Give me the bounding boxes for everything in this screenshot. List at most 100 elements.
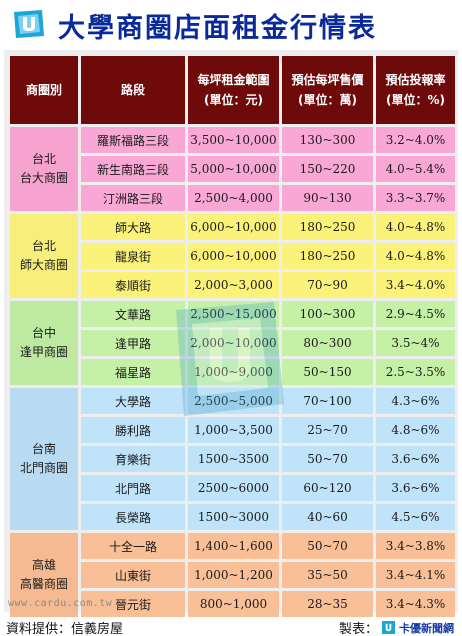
table-row: 長榮路 1500~3000 40~60 4.5~6% (10, 504, 455, 530)
road-cell: 龍泉街 (81, 243, 185, 269)
source-note: 資料提供：信義房屋 (6, 622, 124, 636)
road-cell: 羅斯福路三段 (81, 127, 185, 153)
table-row: 福星路 1,000~9,000 50~150 2.5~3.5% (10, 359, 455, 385)
area-line: 台大商圈 (19, 171, 68, 185)
price-cell: 100~300 (282, 301, 373, 327)
road-cell: 長榮路 (81, 504, 185, 530)
road-cell: 文華路 (81, 301, 185, 327)
price-cell: 35~50 (282, 562, 373, 588)
area-cell: 高雄 高醫商圈 (10, 533, 78, 617)
header-price-line2: (單位：萬) (298, 93, 357, 107)
table-row: 山東街 1,000~1,200 35~50 3.4~4.1% (10, 562, 455, 588)
roi-cell: 3.6~6% (376, 475, 455, 501)
price-cell: 180~250 (282, 243, 373, 269)
road-cell: 福星路 (81, 359, 185, 385)
header-price: 預估每坪售價 (單位：萬) (282, 56, 373, 124)
area-cell: 台南 北門商圈 (10, 388, 78, 530)
road-cell: 逢甲路 (81, 330, 185, 356)
price-cell: 50~70 (282, 533, 373, 559)
table-body: 台北 台大商圈 羅斯福路三段 3,500~10,000 130~300 3.2~4.0% 新… (10, 127, 455, 617)
title-bar: 大學商圈店面租金行情表 (0, 0, 462, 46)
roi-cell: 4.0~4.8% (376, 243, 455, 269)
roi-cell: 3.3~3.7% (376, 185, 455, 211)
area-line: 高雄 (31, 558, 56, 572)
header-road: 路段 (81, 56, 185, 124)
rent-cell: 1,400~1,600 (188, 533, 279, 559)
roi-cell: 4.5~6% (376, 504, 455, 530)
price-cell: 130~300 (282, 127, 373, 153)
rent-cell: 1500~3500 (188, 446, 279, 472)
area-line: 師大商圈 (19, 258, 68, 272)
rent-cell: 6,000~10,000 (188, 214, 279, 240)
price-cell: 50~70 (282, 446, 373, 472)
area-line: 台北 (31, 239, 56, 253)
roi-cell: 3.2~4.0% (376, 127, 455, 153)
area-line: 高醫商圈 (19, 577, 68, 591)
table-row: 台北 台大商圈 羅斯福路三段 3,500~10,000 130~300 3.2~4.0% (10, 127, 455, 211)
roi-cell: 3.4~4.3% (376, 591, 455, 617)
area-cell: 台中 逢甲商圈 (10, 301, 78, 385)
roi-cell: 3.6~6% (376, 446, 455, 472)
roi-cell: 3.4~3.8% (376, 533, 455, 559)
road-cell: 山東街 (81, 562, 185, 588)
table-row: 台北 師大商圈 師大路 6,000~10,000 180~250 4.0~4.8% (10, 214, 455, 298)
cardu-logo-icon (14, 10, 44, 38)
credit: 製表： 卡優新聞網 (339, 618, 454, 636)
price-cell: 25~70 (282, 417, 373, 443)
road-cell: 新生南路三段 (81, 156, 185, 182)
rent-cell: 2,500~5,000 (188, 388, 279, 414)
price-cell: 28~35 (282, 591, 373, 617)
credit-name: 卡優新聞網 (399, 621, 454, 635)
rent-cell: 3,500~10,000 (188, 127, 279, 153)
road-cell: 大學路 (81, 388, 185, 414)
rent-cell: 2,000~10,000 (188, 330, 279, 356)
roi-cell: 4.8~6% (376, 417, 455, 443)
rent-cell: 2,000~3,000 (188, 272, 279, 298)
road-cell: 泰順街 (81, 272, 185, 298)
roi-cell: 2.5~3.5% (376, 359, 455, 385)
roi-cell: 3.4~4.1% (376, 562, 455, 588)
rent-cell: 5,000~10,000 (188, 156, 279, 182)
road-cell: 十全一路 (81, 533, 185, 559)
table-row: 晉元街 800~1,000 28~35 3.4~4.3% (10, 591, 455, 617)
page-title: 大學商圈店面租金行情表 (58, 13, 377, 44)
rent-cell: 1,000~1,200 (188, 562, 279, 588)
area-line: 台中 (31, 326, 56, 340)
header-area: 商圈別 (10, 56, 78, 124)
rent-cell: 1500~3000 (188, 504, 279, 530)
header-price-line1: 預估每坪售價 (291, 73, 364, 87)
rent-cell: 1,000~9,000 (188, 359, 279, 385)
rent-cell: 1,000~3,500 (188, 417, 279, 443)
header-rent-line1: 每坪租金範圍 (197, 73, 270, 87)
road-cell: 汀洲路三段 (81, 185, 185, 211)
area-line: 台南 (31, 442, 56, 456)
table-row: 台中 逢甲商圈 文華路 2,500~15,000 100~300 2.9~4.5% (10, 301, 455, 385)
cardu-small-logo-icon (382, 621, 395, 634)
price-cell: 70~90 (282, 272, 373, 298)
table-row: 逢甲路 2,000~10,000 80~300 3.5~4% (10, 330, 455, 356)
road-cell: 北門路 (81, 475, 185, 501)
header-roi: 預估投報率 (單位：%) (376, 56, 455, 124)
header-rent-line2: (單位：元) (204, 93, 263, 107)
area-cell: 台北 師大商圈 (10, 214, 78, 298)
roi-cell: 3.4~4.0% (376, 272, 455, 298)
price-cell: 50~150 (282, 359, 373, 385)
table-row: 勝利路 1,000~3,500 25~70 4.8~6% (10, 417, 455, 443)
price-cell: 80~300 (282, 330, 373, 356)
price-cell: 90~130 (282, 185, 373, 211)
price-cell: 60~120 (282, 475, 373, 501)
price-cell: 180~250 (282, 214, 373, 240)
rent-table-frame: 商圈別 路段 每坪租金範圍 (單位：元) 預估每坪售價 (單位：萬) 預估投報率… (4, 50, 458, 617)
price-cell: 40~60 (282, 504, 373, 530)
table-row: 台南 北門商圈 大學路 2,500~5,000 70~100 4.3~6% (10, 388, 455, 530)
rent-table: 商圈別 路段 每坪租金範圍 (單位：元) 預估每坪售價 (單位：萬) 預估投報率… (7, 53, 458, 620)
table-header-row: 商圈別 路段 每坪租金範圍 (單位：元) 預估每坪售價 (單位：萬) 預估投報率… (10, 56, 455, 124)
road-cell: 勝利路 (81, 417, 185, 443)
road-cell: 師大路 (81, 214, 185, 240)
table-row: 北門路 2500~6000 60~120 3.6~6% (10, 475, 455, 501)
credit-label: 製表： (338, 622, 378, 636)
table-row: 高雄 高醫商圈 十全一路 1,400~1,600 50~70 3.4~3.8% (10, 533, 455, 617)
footer: 資料提供：信義房屋 製表： 卡優新聞網 (0, 614, 462, 636)
rent-cell: 2,500~15,000 (188, 301, 279, 327)
table-row: 新生南路三段 5,000~10,000 150~220 4.0~5.4% (10, 156, 455, 182)
